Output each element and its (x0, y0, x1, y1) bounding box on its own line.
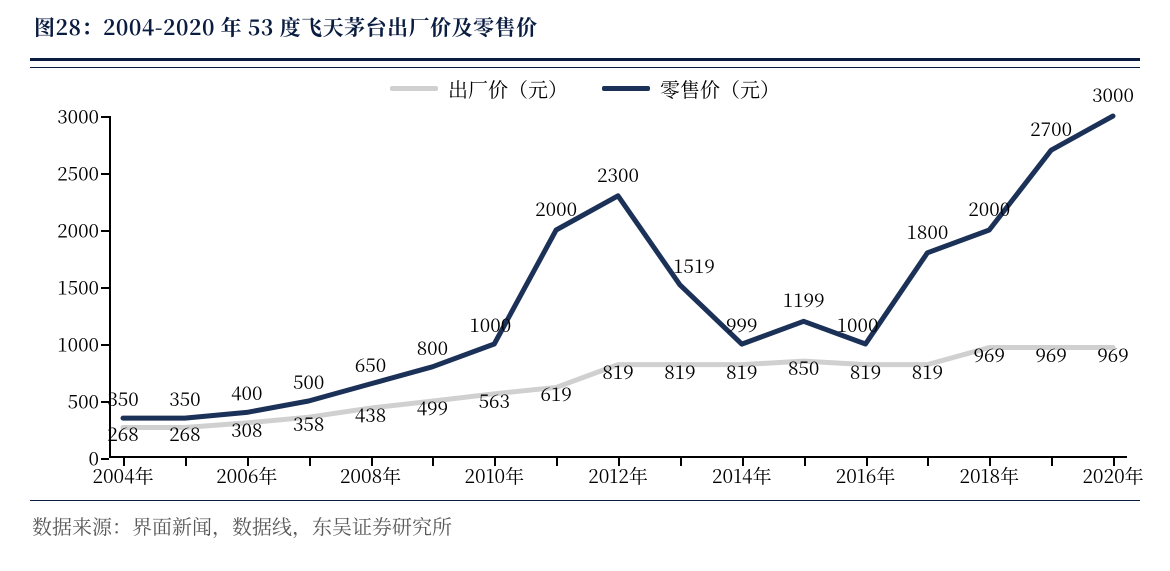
data-label-factory: 819 (602, 358, 633, 385)
chart-title: 图28：2004-2020 年 53 度飞天茅台出厂价及零售价 (30, 0, 1140, 48)
data-label-retail: 1199 (783, 286, 825, 313)
data-label-retail: 2000 (535, 195, 577, 222)
data-label-retail: 1000 (837, 311, 879, 338)
y-tick-label: 1000 (57, 331, 99, 358)
y-tick-mark (101, 287, 109, 289)
data-label-factory: 358 (293, 410, 324, 437)
x-tick-label: 2006年 (216, 462, 277, 489)
data-label-retail: 800 (417, 334, 448, 361)
data-label-factory: 438 (355, 401, 386, 428)
data-label-retail: 650 (355, 351, 386, 378)
y-tick-mark (101, 344, 109, 346)
data-label-factory: 850 (788, 354, 819, 381)
data-label-retail: 1000 (469, 311, 511, 338)
data-label-retail: 2300 (597, 161, 639, 188)
data-label-factory: 969 (974, 341, 1005, 368)
data-label-retail: 1800 (906, 218, 948, 245)
data-label-factory: 969 (1097, 341, 1128, 368)
title-rule (30, 58, 1140, 68)
plot-region: 268 268 308 358 438 499 563 619 819 819 819 850 819 8… (109, 116, 1127, 458)
x-tick-label: 2004年 (92, 462, 153, 489)
y-tick-label: 500 (68, 388, 99, 415)
x-tick-label: 2016年 (836, 462, 896, 489)
data-label-retail: 400 (231, 379, 262, 406)
data-label-factory: 308 (231, 416, 262, 443)
x-axis: 2004年2006年2008年2010年2012年2014年2016年2018年… (109, 462, 1127, 492)
y-tick-label: 3000 (57, 103, 99, 130)
data-label-factory: 619 (540, 380, 571, 407)
y-axis-line (109, 116, 111, 458)
y-tick-mark (101, 230, 109, 232)
data-label-factory: 268 (107, 420, 138, 447)
x-tick-label: 2020年 (1082, 462, 1143, 489)
x-tick-label: 2012年 (588, 462, 648, 489)
data-label-retail: 999 (726, 311, 757, 338)
data-label-factory: 499 (417, 394, 448, 421)
y-tick-mark (101, 116, 109, 118)
chart-area: 出厂价（元） 零售价（元） 050010001500200025003000 2… (31, 68, 1139, 498)
y-axis: 050010001500200025003000 (31, 116, 109, 458)
source-text: 数据来源：界面新闻，数据线，东吴证券研究所 (30, 501, 1140, 540)
data-label-factory: 563 (479, 387, 510, 414)
legend: 出厂价（元） 零售价（元） (31, 74, 1139, 103)
data-label-retail: 1519 (673, 252, 715, 279)
x-tick-label: 2008年 (340, 462, 401, 489)
data-label-retail: 350 (107, 385, 138, 412)
legend-item-factory: 出厂价（元） (390, 74, 568, 103)
data-label-factory: 819 (912, 358, 943, 385)
legend-label-factory: 出厂价（元） (448, 74, 568, 103)
data-label-factory: 819 (726, 358, 757, 385)
data-label-retail: 350 (169, 385, 200, 412)
x-tick-label: 2014年 (712, 462, 772, 489)
x-tick-label: 2010年 (464, 462, 524, 489)
legend-swatch-retail (602, 86, 650, 91)
data-label-factory: 819 (664, 358, 695, 385)
y-tick-mark (101, 173, 109, 175)
data-label-retail: 3000 (1092, 81, 1134, 108)
y-tick-mark (101, 458, 109, 460)
data-label-factory: 819 (850, 358, 881, 385)
legend-label-retail: 零售价（元） (660, 74, 780, 103)
legend-item-retail: 零售价（元） (602, 74, 780, 103)
y-tick-label: 2500 (57, 160, 99, 187)
data-label-retail: 2000 (968, 195, 1010, 222)
data-label-factory: 969 (1035, 341, 1066, 368)
data-label-factory: 268 (169, 420, 200, 447)
y-tick-label: 1500 (57, 274, 99, 301)
legend-swatch-factory (390, 86, 438, 91)
data-label-retail: 500 (293, 368, 324, 395)
data-label-retail: 2700 (1030, 115, 1072, 142)
x-axis-line (109, 456, 1127, 458)
x-tick-label: 2018年 (959, 462, 1019, 489)
y-tick-label: 2000 (57, 217, 99, 244)
